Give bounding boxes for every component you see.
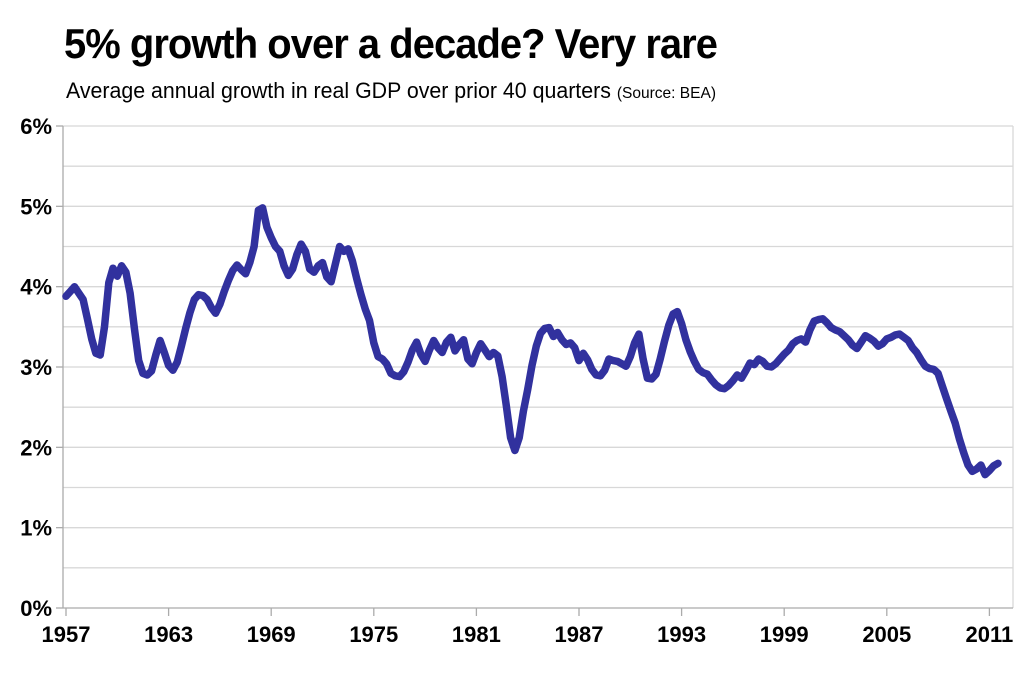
gdp-growth-series-line [62,204,1002,479]
chart-subtitle: Average annual growth in real GDP over p… [66,78,716,104]
x-tick-label: 1987 [555,622,604,647]
x-tick-label: 2005 [862,622,911,647]
x-tick-label: 1963 [144,622,193,647]
chart-subtitle-text: Average annual growth in real GDP over p… [66,78,611,103]
y-tick-label: 3% [20,355,52,380]
x-tick-label: 1957 [42,622,91,647]
chart-title: 5% growth over a decade? Very rare [64,20,718,67]
x-tick-label: 2011 [966,622,1014,647]
x-tick-label: 1975 [349,622,398,647]
y-tick-label: 6% [20,114,52,139]
y-tick-label: 2% [20,435,52,460]
x-tick-label: 1969 [247,622,296,647]
x-tick-label: 1999 [760,622,809,647]
y-tick-label: 4% [20,275,52,300]
y-tick-label: 5% [20,194,52,219]
x-tick-label: 1993 [657,622,706,647]
x-tick-label: 1981 [452,622,501,647]
y-tick-label: 1% [20,516,52,541]
y-tick-label: 0% [20,596,52,621]
source-note: (Source: BEA) [616,85,717,102]
